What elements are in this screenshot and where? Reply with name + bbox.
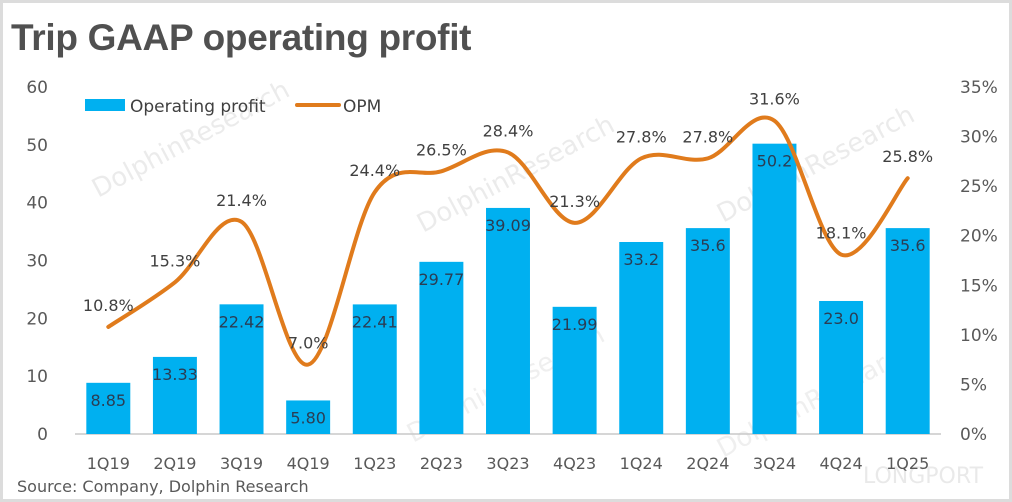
left-tick-label: 0 — [37, 425, 48, 445]
bar — [685, 228, 730, 434]
bar-value-label: 35.6 — [890, 236, 926, 255]
legend-label-opm: OPM — [343, 97, 381, 117]
bar — [552, 306, 597, 434]
right-tick-label: 20% — [960, 227, 998, 247]
x-tick-label: 3Q24 — [753, 454, 796, 473]
x-tick-label: 2Q24 — [686, 454, 729, 473]
line-value-label: 15.3% — [150, 251, 201, 270]
line-value-label: 31.6% — [749, 90, 800, 109]
x-tick-label: 4Q19 — [287, 454, 330, 473]
watermark-text: DolphinResearch — [87, 75, 295, 204]
x-tick-label: 2Q19 — [153, 454, 196, 473]
bar-value-label: 22.41 — [352, 312, 398, 331]
left-tick-label: 50 — [26, 136, 48, 156]
bar-value-label: 35.6 — [690, 236, 726, 255]
right-tick-label: 30% — [960, 128, 998, 148]
bar-value-label: 50.2 — [757, 152, 793, 171]
legend-label-operating-profit: Operating profit — [130, 97, 266, 117]
right-tick-label: 0% — [960, 425, 987, 445]
bar — [286, 400, 331, 434]
bar — [86, 382, 131, 434]
x-tick-label: 4Q24 — [820, 454, 863, 473]
bar — [219, 304, 264, 434]
x-tick-label: 3Q23 — [486, 454, 529, 473]
left-tick-label: 30 — [26, 252, 48, 272]
legend: Operating profit OPM — [85, 97, 381, 117]
watermark-brand: LONGPORT — [863, 464, 984, 489]
line-value-label: 27.8% — [616, 127, 667, 146]
line-value-label: 21.4% — [216, 191, 267, 210]
chart-title: Trip GAAP operating profit — [11, 17, 472, 58]
bar-value-label: 5.80 — [290, 408, 326, 427]
x-tick-label: 3Q19 — [220, 454, 263, 473]
bar — [152, 356, 197, 434]
source-note: Source: Company, Dolphin Research — [17, 477, 309, 496]
left-tick-label: 40 — [26, 194, 48, 214]
bar-value-label: 33.2 — [623, 250, 659, 269]
line-value-label: 10.8% — [83, 296, 134, 315]
line-value-label: 7.0% — [288, 334, 329, 353]
right-tick-label: 10% — [960, 326, 998, 346]
bar-value-label: 13.33 — [152, 365, 198, 384]
bar-data-labels: 8.85 13.33 22.42 5.80 22.41 29.77 39.09 21.99 33… — [90, 152, 925, 428]
bar-series-operating-profit — [86, 143, 930, 434]
legend-swatch-operating-profit — [85, 99, 125, 111]
line-data-labels: 10.8% 15.3% 21.4% 7.0% 24.4% 26.5% 28.4% 21.3% 2… — [83, 90, 933, 353]
bar — [486, 207, 530, 434]
bar — [419, 261, 464, 434]
bar-value-label: 29.77 — [418, 270, 464, 289]
x-tick-label: 1Q24 — [620, 454, 663, 473]
right-tick-label: 15% — [960, 276, 998, 296]
bar-value-label: 8.85 — [90, 391, 126, 410]
bar — [885, 228, 930, 434]
right-tick-label: 35% — [960, 78, 998, 98]
x-axis: 1Q19 2Q19 3Q19 4Q19 1Q23 2Q23 3Q23 4Q23 1Q24 2Q24… — [87, 454, 930, 473]
bar — [819, 300, 864, 434]
line-series-opm — [106, 115, 910, 367]
right-tick-label: 25% — [960, 177, 998, 197]
combo-chart: DolphinResearch DolphinResearch DolphinR… — [26, 75, 998, 489]
left-tick-label: 60 — [26, 78, 48, 98]
bar — [752, 143, 797, 434]
bar-value-label: 23.0 — [823, 309, 859, 328]
line-value-label: 27.8% — [682, 127, 733, 146]
left-tick-label: 20 — [26, 309, 48, 329]
line-value-label: 24.4% — [349, 161, 400, 180]
bar-value-label: 21.99 — [552, 315, 598, 334]
line-value-label: 28.4% — [483, 121, 534, 140]
left-axis: 0 10 20 30 40 50 60 — [26, 78, 48, 445]
bar — [352, 304, 397, 434]
left-tick-label: 10 — [26, 367, 48, 387]
x-tick-label: 4Q23 — [553, 454, 596, 473]
line-value-label: 26.5% — [416, 140, 467, 159]
line-value-label: 25.8% — [882, 147, 933, 166]
right-tick-label: 5% — [960, 375, 987, 395]
x-tick-label: 2Q23 — [420, 454, 463, 473]
bar-value-label: 22.42 — [219, 312, 265, 331]
x-tick-label: 1Q19 — [87, 454, 130, 473]
bar-value-label: 39.09 — [485, 216, 531, 235]
line-value-label: 18.1% — [816, 224, 867, 243]
right-axis: 0% 5% 10% 15% 20% 25% 30% 35% — [960, 78, 998, 445]
x-tick-label: 1Q25 — [886, 454, 929, 473]
line-value-label: 21.3% — [549, 192, 600, 211]
bar — [619, 241, 664, 434]
x-tick-label: 1Q23 — [353, 454, 396, 473]
